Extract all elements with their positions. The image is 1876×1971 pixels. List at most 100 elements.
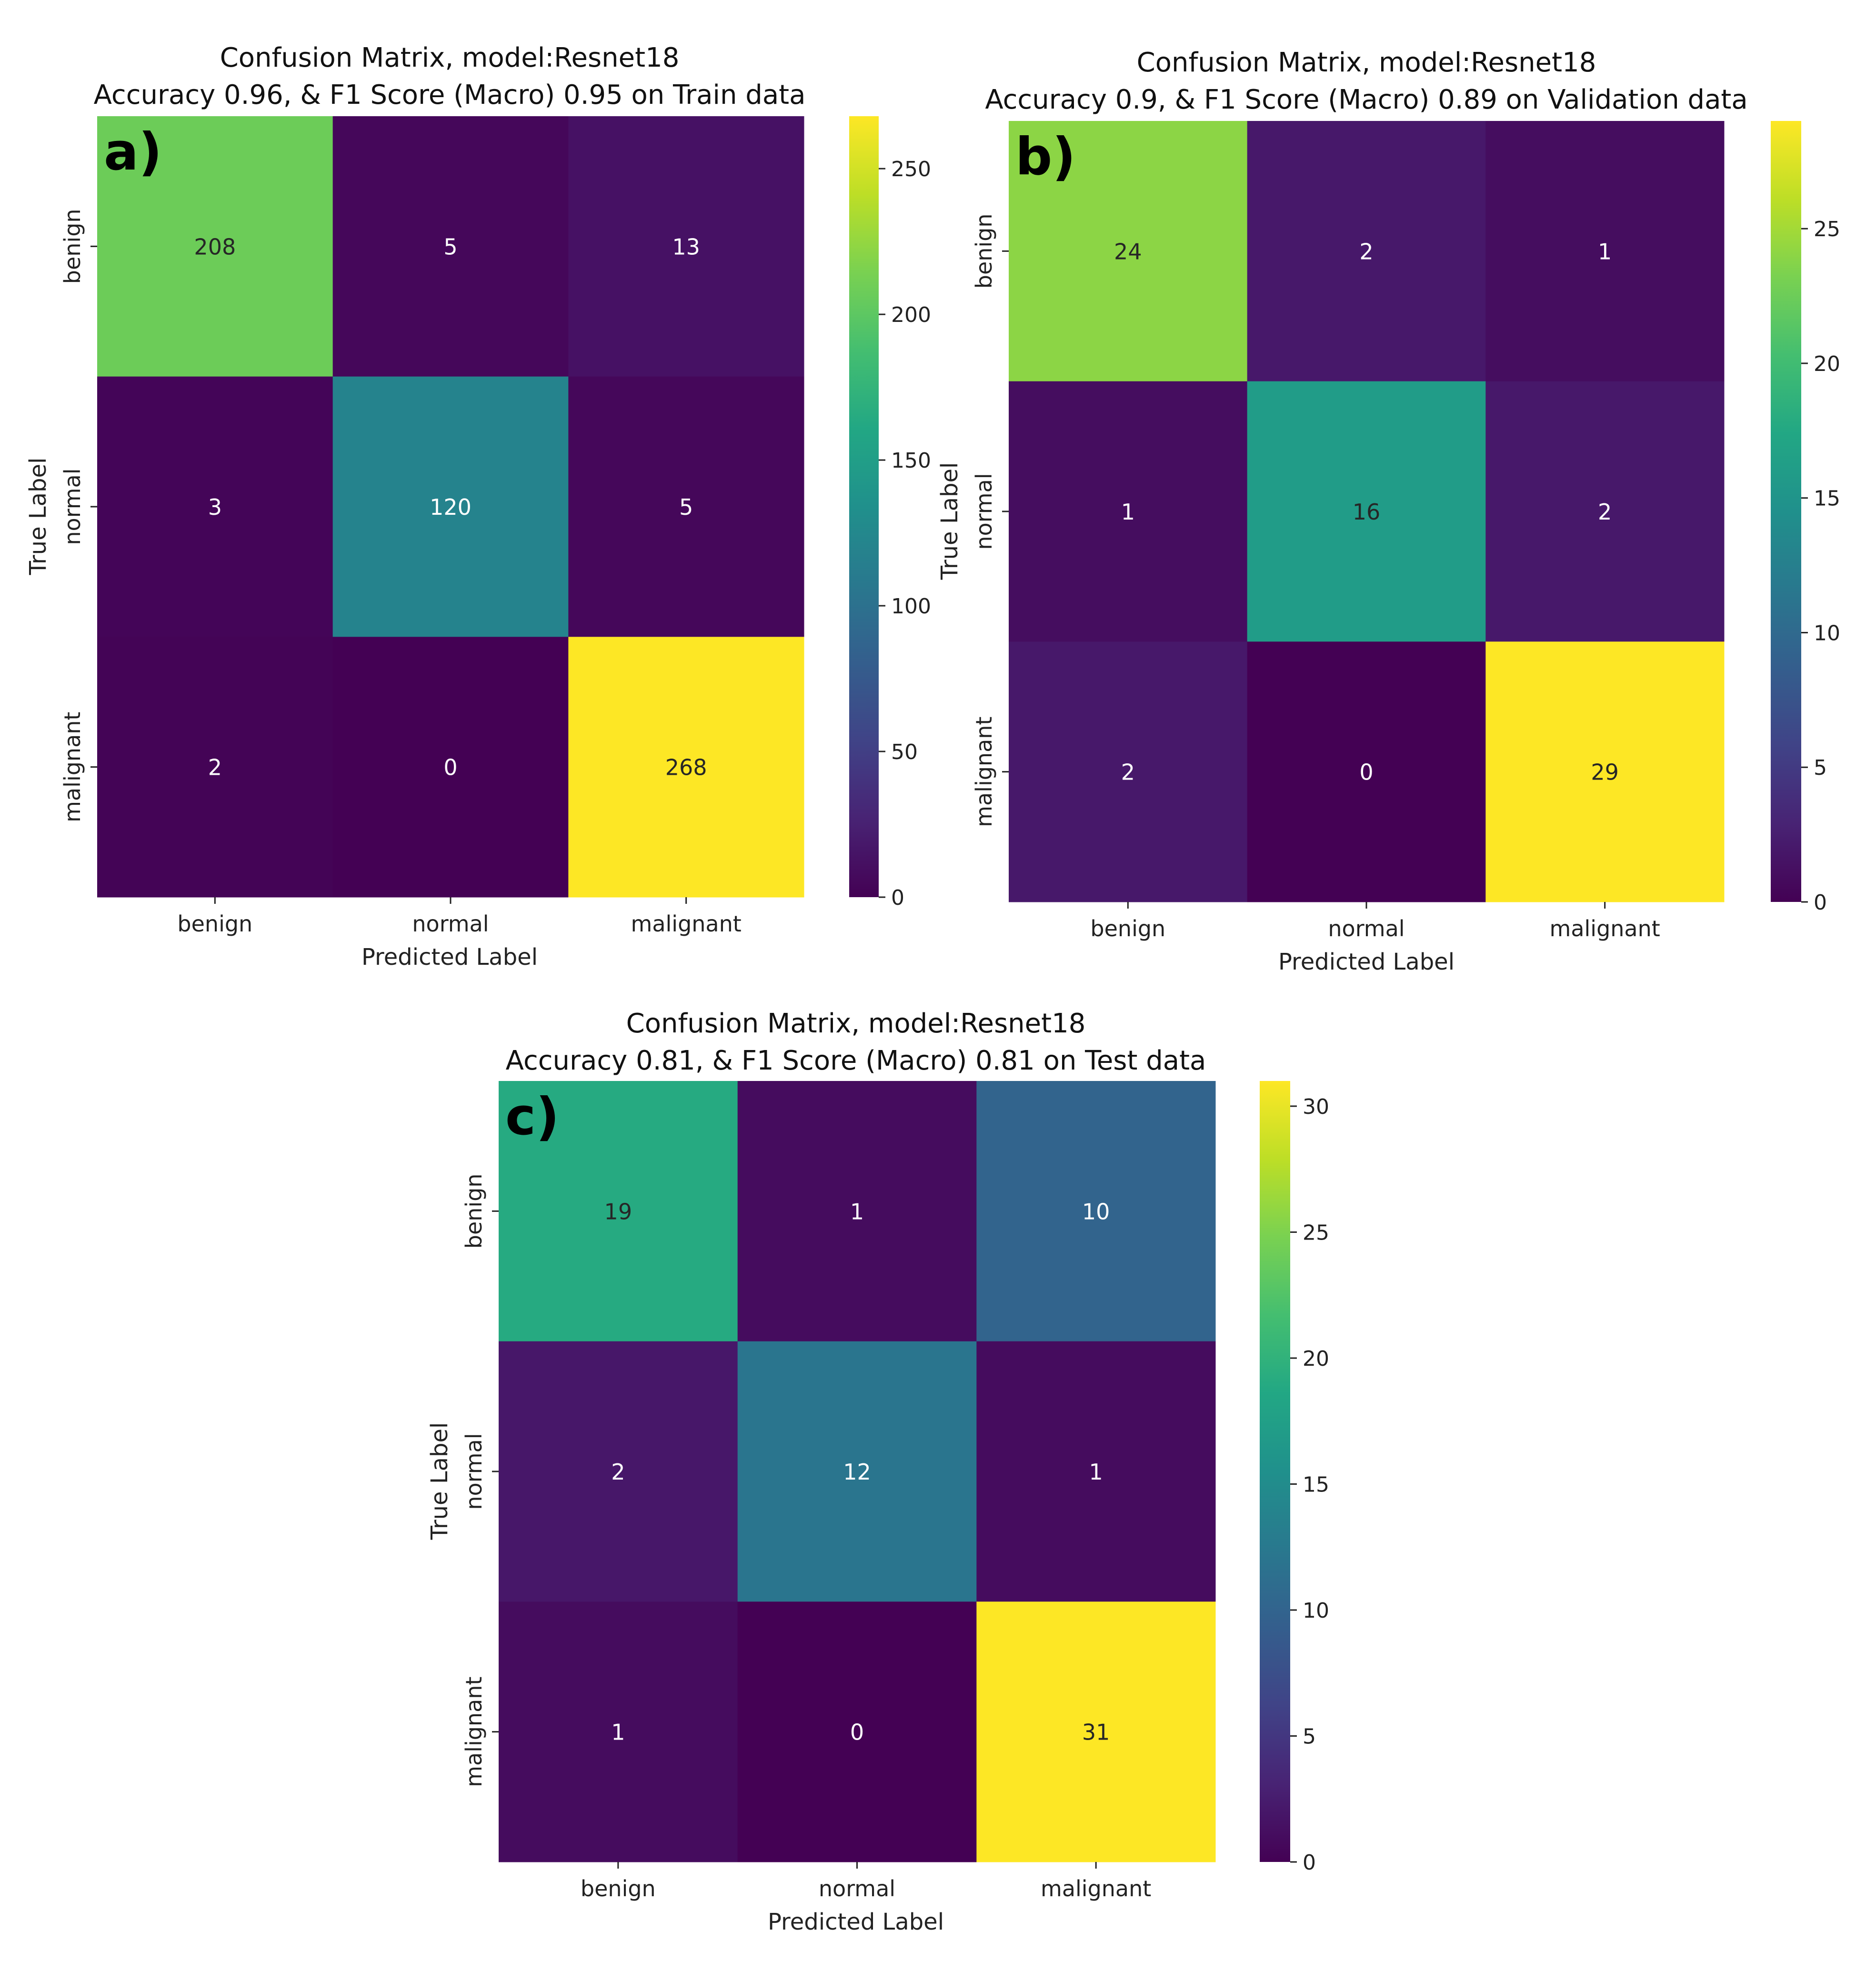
colorbar (1260, 1081, 1290, 1862)
heatmap-cell (568, 376, 804, 637)
panel-label: b) (1015, 127, 1076, 187)
heatmap-cell (1009, 641, 1248, 902)
cell-value-label: 5 (679, 494, 693, 520)
heatmap-cell (97, 637, 333, 898)
cell-value-label: 19 (604, 1199, 632, 1224)
heatmap-cell (97, 376, 333, 637)
y-axis-label: True Label (936, 462, 963, 580)
x-tick-label: benign (581, 1876, 656, 1901)
cell-value-label: 1 (611, 1720, 625, 1745)
y-tick-label: malignant (971, 717, 997, 827)
colorbar (849, 116, 879, 897)
y-tick-label: benign (60, 209, 85, 284)
y-tick-label: malignant (60, 712, 85, 822)
x-axis-label: Predicted Label (1278, 949, 1455, 975)
colorbar-tick-label: 100 (891, 594, 931, 619)
x-axis-label: Predicted Label (361, 944, 538, 970)
heatmap-cell (1247, 381, 1486, 642)
heatmap-cell (737, 1601, 977, 1862)
colorbar-tick-label: 0 (1814, 890, 1827, 915)
chart-title-line2: Accuracy 0.9, & F1 Score (Macro) 0.89 on… (985, 84, 1747, 115)
cell-value-label: 5 (443, 234, 457, 260)
cell-value-label: 0 (443, 755, 457, 780)
x-tick-label: benign (177, 911, 252, 937)
y-tick-label: normal (461, 1433, 487, 1510)
heatmap-cell (976, 1601, 1216, 1862)
colorbar-tick-label: 20 (1303, 1347, 1329, 1371)
y-tick-label: malignant (461, 1677, 487, 1787)
heatmap-cell (499, 1601, 738, 1862)
heatmap-cell (97, 116, 333, 377)
cell-value-label: 208 (194, 234, 236, 260)
panel-label: c) (505, 1087, 559, 1147)
cell-value-label: 3 (208, 494, 222, 520)
colorbar-tick-label: 25 (1303, 1221, 1329, 1245)
x-tick-label: malignant (1041, 1876, 1151, 1901)
chart-title-line1: Confusion Matrix, model:Resnet18 (220, 42, 680, 73)
panel-a: Confusion Matrix, model:Resnet18 Accuracy… (25, 42, 931, 970)
heatmap-cell (568, 116, 804, 377)
heatmap-cell (1247, 121, 1486, 382)
heatmap-cell (1485, 641, 1725, 902)
chart-title-line1: Confusion Matrix, model:Resnet18 (1137, 47, 1596, 78)
cell-value-label: 12 (843, 1459, 871, 1485)
x-axis-label: Predicted Label (768, 1909, 944, 1935)
colorbar-tick-label: 25 (1814, 217, 1840, 241)
heatmap-cell (737, 1081, 977, 1342)
heatmap-cell (1247, 641, 1486, 902)
colorbar-tick-label: 0 (891, 886, 904, 910)
heatmap-cell (568, 637, 804, 898)
heatmap-cell (332, 376, 569, 637)
cell-value-label: 0 (1359, 760, 1373, 785)
x-tick-label: normal (1328, 916, 1404, 941)
y-tick-label: normal (971, 473, 997, 550)
colorbar-tick-label: 30 (1303, 1095, 1329, 1119)
colorbar-tick-label: 10 (1303, 1599, 1329, 1623)
panel-b: Confusion Matrix, model:Resnet18 Accuracy… (936, 47, 1840, 975)
cell-value-label: 13 (672, 234, 700, 260)
y-tick-label: normal (60, 468, 85, 545)
heatmap-cell (976, 1081, 1216, 1342)
y-axis-label: True Label (25, 458, 51, 576)
colorbar-tick-label: 150 (891, 449, 931, 473)
colorbar-tick-label: 15 (1303, 1472, 1329, 1497)
cell-value-label: 1 (1121, 499, 1135, 525)
x-tick-label: normal (819, 1876, 895, 1901)
cell-value-label: 31 (1082, 1720, 1110, 1745)
cell-value-label: 2 (1121, 760, 1135, 785)
x-tick-label: malignant (631, 911, 742, 937)
heatmap-cell (737, 1341, 977, 1602)
panel-label: a) (104, 122, 162, 182)
heatmap-cell (1485, 121, 1725, 382)
cell-value-label: 2 (1598, 499, 1612, 525)
cell-value-label: 120 (430, 494, 472, 520)
chart-title-line1: Confusion Matrix, model:Resnet18 (626, 1008, 1086, 1039)
y-tick-label: benign (971, 213, 997, 289)
colorbar-tick-label: 5 (1814, 756, 1827, 780)
colorbar-tick-label: 50 (891, 740, 918, 764)
heatmap-cell (1009, 381, 1248, 642)
y-tick-label: benign (461, 1173, 487, 1249)
cell-value-label: 24 (1114, 239, 1142, 264)
heatmap-cell (499, 1081, 738, 1342)
chart-title-line2: Accuracy 0.96, & F1 Score (Macro) 0.95 o… (94, 80, 806, 110)
cell-value-label: 268 (665, 755, 707, 780)
cell-value-label: 2 (1359, 239, 1373, 264)
cell-value-label: 16 (1353, 499, 1381, 525)
x-tick-label: benign (1090, 916, 1165, 941)
cell-value-label: 1 (850, 1199, 864, 1224)
heatmap-cell (1009, 121, 1248, 382)
colorbar-tick-label: 0 (1303, 1851, 1316, 1875)
x-tick-label: normal (412, 911, 489, 937)
colorbar-tick-label: 10 (1814, 621, 1840, 645)
cell-value-label: 1 (1598, 239, 1612, 264)
chart-title-line2: Accuracy 0.81, & F1 Score (Macro) 0.81 o… (506, 1045, 1206, 1076)
cell-value-label: 0 (850, 1720, 864, 1745)
colorbar-tick-label: 20 (1814, 352, 1840, 376)
colorbar (1771, 121, 1801, 902)
colorbar-tick-label: 200 (891, 303, 931, 327)
colorbar-tick-label: 5 (1303, 1724, 1316, 1749)
y-axis-label: True Label (426, 1422, 453, 1541)
